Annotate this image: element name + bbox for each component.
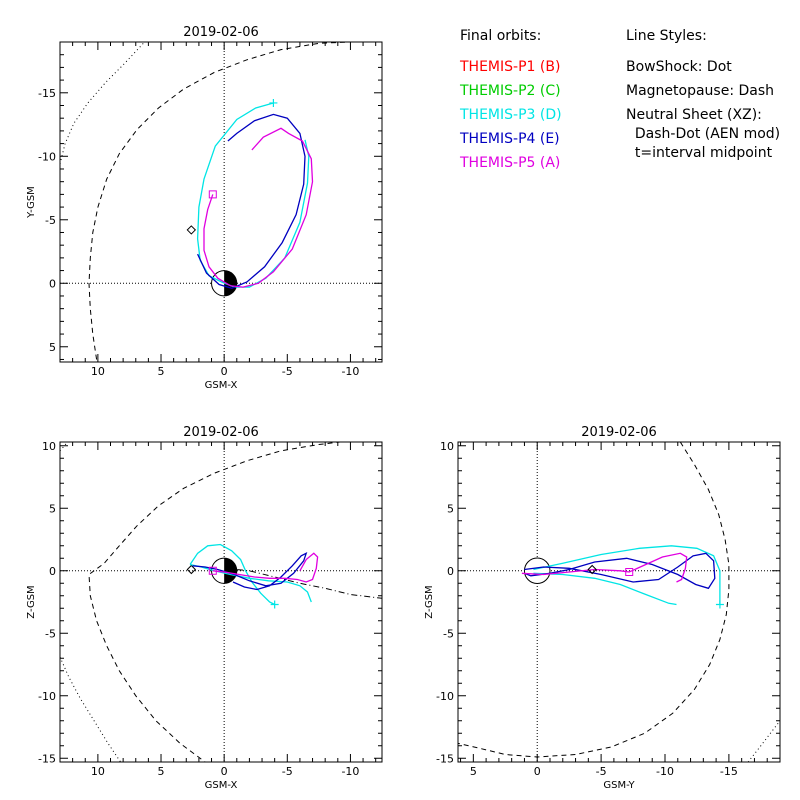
y-tick-label: -5 (443, 627, 454, 640)
square-marker (208, 566, 217, 575)
y-tick-label: -10 (436, 690, 454, 703)
legend-probe-p1: THEMIS-P1 (B) (459, 59, 560, 75)
legend-probe-p2: THEMIS-P2 (C) (459, 83, 561, 99)
y-tick-label: -5 (45, 627, 56, 640)
y-axis-label: Z-GSM (424, 585, 435, 618)
plot-title: 2019-02-06 (183, 25, 259, 40)
y-axis-label: Z-GSM (26, 585, 37, 618)
y-tick-label: -15 (436, 752, 454, 765)
orbit-line-1 (197, 113, 306, 289)
orbit-line-3 (212, 552, 319, 583)
legend-probe-p5: THEMIS-P5 (A) (459, 155, 560, 171)
orbit-line-0 (189, 543, 275, 606)
x-tick-label: -5 (282, 765, 293, 778)
y-tick-label: -15 (38, 752, 56, 765)
x-axis-label: GSM-X (205, 780, 238, 791)
orbit-line-0 (533, 545, 721, 605)
square-marker (625, 568, 634, 576)
plot-title: 2019-02-06 (183, 425, 259, 440)
y-tick-label: 10 (42, 440, 56, 453)
legend-style-bowshock: BowShock: Dot (626, 59, 732, 75)
earth-night-side (224, 558, 237, 584)
orbit-line-1 (533, 572, 677, 606)
x-tick-label: -10 (656, 765, 674, 778)
plot-3: 2019-02-06 GSM-Y Z-GSM 5 0 -5 -10 -15 10 5 0 -5 -10 -… (424, 425, 781, 791)
square-marker (208, 190, 217, 199)
plot-content (60, 42, 382, 362)
diamond-marker (587, 564, 597, 575)
orbit-line-0 (196, 102, 310, 288)
magnetopause-line (88, 42, 351, 360)
plus-marker (715, 600, 724, 609)
legend: Final orbits: THEMIS-P1 (B) THEMIS-P2 (C… (459, 28, 780, 171)
y-tick-label: 0 (49, 277, 56, 290)
orbit-line-1 (189, 563, 312, 603)
y-tick-label: 10 (440, 440, 454, 453)
x-axis-label: GSM-Y (603, 780, 635, 791)
plot-frame (59, 441, 383, 763)
x-tick-label: -5 (282, 365, 293, 378)
plot-content (60, 442, 382, 762)
plot-frame (59, 41, 383, 363)
x-tick-label: 10 (91, 765, 105, 778)
x-tick-label: -15 (720, 765, 738, 778)
orbit-line-2 (203, 127, 314, 288)
y-tick-label: 5 (49, 341, 56, 354)
y-tick-label: 5 (49, 502, 56, 515)
bowshock-lower-line (60, 656, 122, 762)
y-tick-label: -5 (45, 214, 56, 227)
neutral-sheet-line (224, 567, 382, 599)
plot-2: 2019-02-06 GSM-X Z-GSM 10 5 0 -5 -10 10 5 0 -5 -10 -1… (26, 425, 383, 791)
legend-style-dashdot: Dash-Dot (AEN mod) (626, 126, 780, 142)
y-tick-label: 5 (447, 502, 454, 515)
legend-style-interval: t=interval midpoint (626, 145, 773, 161)
y-tick-label: 0 (49, 565, 56, 578)
plot-content (458, 442, 780, 762)
earth-night-side (224, 270, 237, 296)
x-tick-label: 5 (470, 765, 477, 778)
x-axis-label: GSM-X (205, 380, 238, 391)
plot-title: 2019-02-06 (581, 425, 657, 440)
diamond-marker (186, 564, 197, 575)
x-tick-label: -5 (596, 765, 607, 778)
y-tick-label: -15 (38, 87, 56, 100)
magnetopause-line (458, 442, 730, 758)
magnetopause-line (88, 442, 345, 762)
bowshock-line (60, 442, 68, 452)
legend-probe-p4: THEMIS-P4 (E) (459, 131, 560, 147)
y-axis-label: Y-GSM (26, 186, 37, 219)
y-tick-label: -10 (38, 150, 56, 163)
x-tick-label: 5 (158, 765, 165, 778)
legend-styles-title: Line Styles: (626, 28, 707, 44)
legend-orbits-title: Final orbits: (460, 28, 541, 44)
bowshock-line (60, 42, 145, 165)
legend-probe-p3: THEMIS-P3 (D) (459, 107, 562, 123)
orbit-line-3 (521, 552, 688, 583)
x-tick-label: 5 (158, 365, 165, 378)
x-tick-label: -10 (341, 765, 359, 778)
y-tick-label: -10 (38, 690, 56, 703)
x-tick-label: 0 (221, 765, 228, 778)
legend-style-magnetopause: Magnetopause: Dash (626, 83, 774, 99)
orbit-line-2 (524, 552, 716, 590)
earth-icon (523, 557, 551, 585)
x-tick-label: 0 (534, 765, 541, 778)
plus-marker (270, 600, 279, 609)
legend-style-neutral-sheet: Neutral Sheet (XZ): (626, 107, 762, 123)
diamond-marker (186, 225, 197, 235)
y-tick-label: 0 (447, 565, 454, 578)
bowshock-line (747, 720, 780, 762)
x-tick-label: 10 (91, 365, 105, 378)
plus-marker (269, 98, 278, 107)
plot-1: 2019-02-06 GSM-X Y-GSM 10 5 0 -5 -10 -15 -10 -5 0 5 (26, 25, 383, 391)
x-tick-label: -10 (341, 365, 359, 378)
x-tick-label: 0 (221, 365, 228, 378)
plot-frame (457, 441, 781, 763)
